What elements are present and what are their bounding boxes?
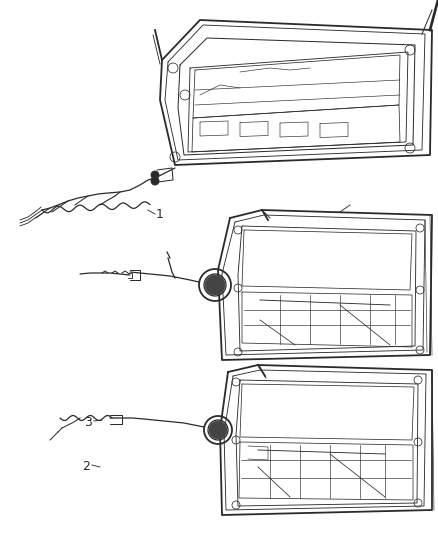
Circle shape	[209, 421, 227, 439]
Text: 3: 3	[84, 416, 92, 429]
Text: 2: 2	[82, 459, 90, 472]
Circle shape	[151, 177, 159, 185]
Circle shape	[205, 275, 225, 295]
Text: 1: 1	[156, 208, 164, 222]
Circle shape	[151, 171, 159, 179]
